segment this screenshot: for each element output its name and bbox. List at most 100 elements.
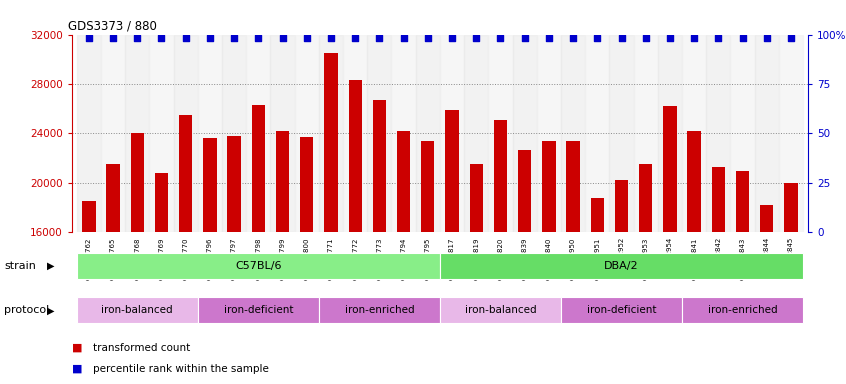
Bar [150, 35, 173, 232]
Bar [440, 297, 561, 323]
Text: ■: ■ [72, 343, 82, 353]
Point [251, 35, 265, 41]
Bar [658, 35, 682, 232]
Point [324, 35, 338, 41]
Point [518, 35, 531, 41]
Point [566, 35, 580, 41]
Bar [77, 253, 440, 279]
Bar [609, 35, 634, 232]
Bar [634, 35, 658, 232]
Bar [445, 110, 459, 232]
Text: ■: ■ [72, 364, 82, 374]
Bar [561, 35, 585, 232]
Bar [392, 35, 415, 232]
Bar [567, 141, 580, 232]
Point [542, 35, 556, 41]
Bar [779, 35, 803, 232]
Bar [464, 35, 488, 232]
Bar [421, 141, 435, 232]
Point [397, 35, 410, 41]
Bar [77, 35, 101, 232]
Bar [755, 35, 779, 232]
Bar [561, 297, 682, 323]
Point [760, 35, 773, 41]
Point [615, 35, 629, 41]
Point [711, 35, 725, 41]
Bar [784, 183, 798, 232]
Bar [591, 198, 604, 232]
Bar [77, 297, 198, 323]
Bar [494, 120, 507, 232]
Point [179, 35, 193, 41]
Text: iron-balanced: iron-balanced [102, 305, 173, 315]
Text: DBA/2: DBA/2 [604, 261, 639, 271]
Bar [198, 297, 319, 323]
Bar [130, 134, 144, 232]
Bar [173, 35, 198, 232]
Bar [300, 137, 313, 232]
Point [300, 35, 314, 41]
Bar [324, 53, 338, 232]
Bar [488, 35, 513, 232]
Point [784, 35, 798, 41]
Bar [711, 167, 725, 232]
Bar [440, 35, 464, 232]
Bar [706, 35, 730, 232]
Bar [228, 136, 241, 232]
Text: ▶: ▶ [47, 305, 54, 315]
Text: strain: strain [4, 261, 36, 271]
Bar [349, 80, 362, 232]
Bar [294, 35, 319, 232]
Text: iron-deficient: iron-deficient [587, 305, 656, 315]
Bar [198, 35, 222, 232]
Bar [82, 202, 96, 232]
Bar [615, 180, 629, 232]
Text: GDS3373 / 880: GDS3373 / 880 [69, 19, 157, 32]
Bar [367, 35, 392, 232]
Bar [585, 35, 609, 232]
Bar [397, 131, 410, 232]
Point [82, 35, 96, 41]
Bar [470, 164, 483, 232]
Point [228, 35, 241, 41]
Point [107, 35, 120, 41]
Bar [319, 297, 440, 323]
Text: transformed count: transformed count [93, 343, 190, 353]
Bar [373, 100, 386, 232]
Bar [101, 35, 125, 232]
Bar [276, 131, 289, 232]
Bar [518, 149, 531, 232]
Bar [542, 141, 556, 232]
Text: iron-balanced: iron-balanced [464, 305, 536, 315]
Bar [343, 35, 367, 232]
Point [155, 35, 168, 41]
Point [276, 35, 289, 41]
Text: ▶: ▶ [47, 261, 54, 271]
Point [639, 35, 652, 41]
Bar [513, 35, 536, 232]
Text: iron-enriched: iron-enriched [344, 305, 415, 315]
Bar [203, 138, 217, 232]
Point [736, 35, 750, 41]
Bar [760, 205, 773, 232]
Bar [639, 164, 652, 232]
Text: protocol: protocol [4, 305, 49, 315]
Text: percentile rank within the sample: percentile rank within the sample [93, 364, 269, 374]
Text: iron-enriched: iron-enriched [708, 305, 777, 315]
Point [494, 35, 508, 41]
Bar [155, 173, 168, 232]
Bar [440, 253, 803, 279]
Point [663, 35, 677, 41]
Point [203, 35, 217, 41]
Bar [125, 35, 150, 232]
Bar [107, 164, 120, 232]
Bar [251, 105, 265, 232]
Bar [730, 35, 755, 232]
Bar [319, 35, 343, 232]
Point [687, 35, 700, 41]
Point [349, 35, 362, 41]
Point [421, 35, 435, 41]
Bar [415, 35, 440, 232]
Bar [271, 35, 294, 232]
Bar [682, 297, 803, 323]
